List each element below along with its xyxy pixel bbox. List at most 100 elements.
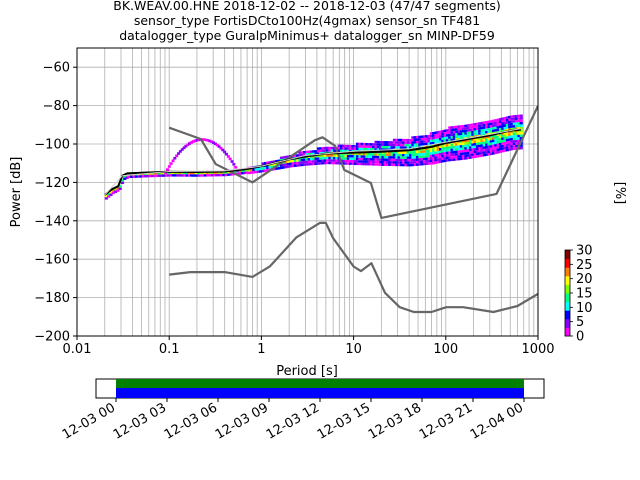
psd-density-cell [164, 174, 168, 177]
colorbar-label: [%] [612, 182, 627, 205]
psd-density-cell [404, 141, 408, 144]
psd-density-cell [109, 193, 113, 196]
psd-density-cell [443, 159, 447, 162]
psd-density-cell [351, 162, 355, 165]
psd-density-cell [455, 150, 459, 154]
psd-density-cell [515, 139, 519, 143]
psd-density-cell [339, 144, 344, 148]
psd-density-cell [349, 154, 353, 158]
psd-density-cell [420, 140, 424, 143]
psd-density-cell [434, 151, 438, 154]
psd-density-cell [498, 150, 503, 153]
psd-density-cell [459, 130, 463, 133]
psd-density-cell [415, 143, 420, 146]
psd-density-cell [443, 132, 447, 135]
psd-density-cell [286, 155, 291, 158]
psd-density-cell [409, 153, 413, 157]
psd-density-cell [376, 143, 380, 146]
psd-density-cell [471, 128, 475, 131]
psd-density-cell [206, 139, 210, 142]
psd-density-cell [369, 160, 374, 164]
psd-density-cell [379, 158, 383, 161]
psd-density-cell [487, 143, 491, 146]
psd-density-cell [186, 143, 190, 147]
psd-density-cell [468, 128, 473, 132]
psd-density-cell [261, 167, 265, 170]
psd-density-cell [415, 155, 420, 159]
psd-density-cell [187, 174, 191, 177]
psd-density-cell [316, 152, 321, 155]
psd-density-cell [300, 163, 304, 167]
psd-density-cell [441, 155, 445, 158]
psd-density-cell [185, 174, 189, 177]
psd-density-cell [298, 158, 302, 162]
y-tick-label: −60 [43, 61, 70, 76]
psd-density-cell [496, 143, 500, 146]
psd-density-cell [503, 124, 507, 127]
psd-density-cell [360, 155, 364, 158]
colorbar-tick-label: 30 [576, 244, 593, 259]
psd-density-cell [261, 169, 265, 173]
psd-density-cell [468, 138, 473, 142]
psd-density-cell [302, 163, 307, 166]
psd-density-cell [503, 141, 507, 145]
psd-density-cell [153, 174, 157, 178]
psd-density-cell [489, 152, 493, 156]
psd-density-cell [369, 155, 374, 159]
psd-density-cell [351, 152, 355, 155]
psd-density-cell [206, 171, 210, 175]
psd-density-cell [184, 144, 188, 148]
psd-density-cell [309, 157, 314, 161]
psd-density-cell [515, 134, 519, 138]
psd-density-cell [498, 135, 503, 138]
psd-density-cell [130, 175, 134, 178]
psd-density-cell [427, 152, 431, 155]
psd-density-cell [376, 160, 380, 164]
psd-density-cell [489, 120, 493, 123]
psd-density-cell [427, 154, 431, 158]
psd-density-cell [455, 143, 459, 146]
y-tick-label: −200 [34, 330, 70, 345]
psd-density-cell [498, 138, 503, 141]
psd-density-cell [420, 162, 424, 166]
psd-density-cell [422, 135, 427, 138]
psd-density-cell [455, 155, 459, 159]
psd-density-cell [413, 136, 417, 139]
psd-density-cell [441, 132, 445, 135]
psd-density-cell [302, 160, 307, 164]
psd-density-cell [323, 161, 327, 165]
psd-density-cell [445, 156, 450, 160]
psd-density-cell [418, 135, 422, 139]
psd-density-cell [510, 125, 514, 128]
psd-density-cell [134, 175, 138, 178]
psd-density-cell [230, 160, 234, 163]
psd-density-cell [153, 172, 157, 175]
psd-density-cell [425, 147, 429, 150]
psd-density-cell [330, 159, 334, 162]
psd-density-cell [457, 137, 461, 141]
psd-density-cell [503, 126, 507, 130]
psd-density-cell [482, 153, 486, 157]
psd-density-cell [201, 171, 205, 175]
psd-density-cell [402, 163, 406, 167]
psd-density-cell [346, 162, 350, 165]
psd-density-cell [434, 148, 438, 152]
psd-density-cell [155, 174, 159, 178]
psd-density-cell [505, 116, 510, 119]
psd-density-cell [501, 142, 505, 145]
psd-density-cell [438, 150, 443, 153]
psd-density-cell [445, 139, 450, 142]
plot-background [77, 48, 538, 336]
psd-density-cell [374, 145, 378, 149]
psd-density-cell [316, 157, 321, 160]
psd-density-cell [466, 156, 470, 160]
psd-density-cell [455, 158, 459, 161]
psd-density-cell [344, 149, 348, 153]
psd-density-cell [374, 148, 378, 151]
timeline-tick-label: 12-03 21 [417, 400, 475, 442]
psd-density-cell [273, 162, 277, 166]
psd-density-cell [166, 174, 171, 177]
psd-density-cell [425, 140, 429, 143]
psd-density-cell [468, 123, 473, 127]
psd-density-cell [475, 150, 480, 153]
